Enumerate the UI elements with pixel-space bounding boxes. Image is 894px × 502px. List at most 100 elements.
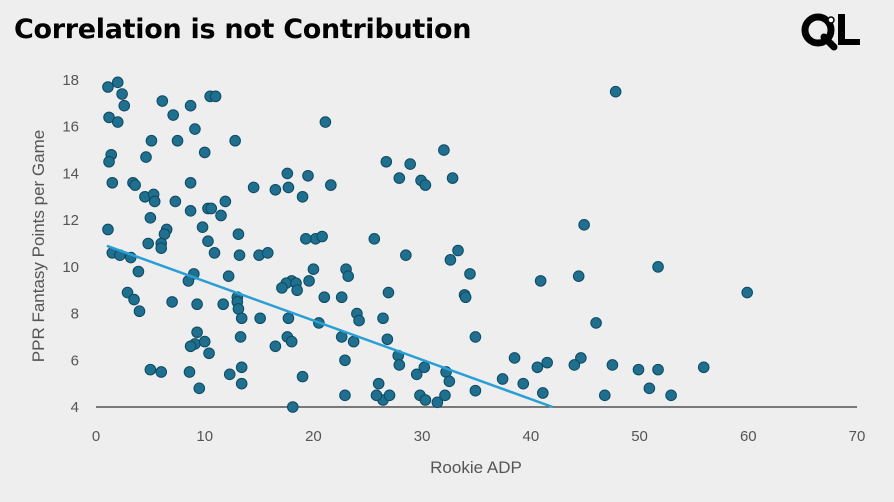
data-point [198, 146, 211, 159]
data-point [568, 359, 581, 371]
data-point [296, 370, 309, 383]
data-point [410, 368, 423, 381]
x-tick-label: 40 [523, 428, 540, 445]
trendline [106, 244, 554, 409]
data-point [575, 352, 587, 364]
data-point [469, 384, 482, 397]
data-point [296, 190, 309, 203]
data-point [741, 286, 753, 299]
data-point [133, 305, 146, 318]
data-point [205, 202, 218, 215]
data-point [302, 169, 314, 182]
data-point [116, 88, 128, 100]
data-point [189, 123, 201, 135]
data-point [235, 361, 248, 374]
data-point [372, 377, 385, 390]
data-point [144, 212, 157, 224]
data-point [303, 275, 315, 287]
data-point [537, 387, 549, 399]
data-point [269, 340, 282, 353]
data-point [155, 242, 168, 254]
data-point [261, 247, 274, 259]
data-point [665, 389, 677, 402]
data-point [103, 155, 115, 168]
data-point [222, 270, 235, 283]
data-point [191, 326, 203, 339]
y-tick-label: 18 [62, 72, 79, 89]
data-point [325, 179, 337, 191]
data-point [393, 172, 406, 184]
data-point [142, 237, 154, 250]
data-point [318, 291, 331, 304]
data-point [132, 265, 145, 278]
data-point [184, 176, 197, 189]
data-point [184, 99, 197, 112]
data-point [370, 389, 383, 402]
data-point [419, 394, 432, 406]
data-point [339, 354, 351, 367]
data-point [452, 244, 464, 257]
data-point [606, 359, 619, 371]
data-point [140, 151, 152, 163]
y-tick-label: 8 [71, 306, 79, 323]
data-point [169, 195, 182, 208]
data-point [459, 291, 472, 304]
x-axis-ticks: 0 10 20 30 40 50 60 70 [92, 428, 866, 445]
x-tick-label: 30 [414, 428, 431, 445]
data-point [652, 363, 664, 376]
data-point [129, 179, 141, 191]
data-point [578, 219, 590, 231]
data-point [191, 298, 203, 311]
chart-title: Correlation is not Contribution [14, 14, 472, 45]
data-point [598, 389, 611, 402]
data-point [393, 359, 406, 371]
data-point [148, 195, 161, 208]
data-point [269, 183, 282, 196]
data-point [235, 312, 248, 325]
data-point [102, 223, 114, 236]
data-point [286, 401, 299, 413]
data-point [232, 228, 245, 240]
data-point [496, 373, 509, 385]
data-point [300, 233, 312, 245]
data-point [590, 317, 602, 329]
data-point [229, 134, 241, 147]
x-tick-label: 20 [305, 428, 322, 445]
data-point [444, 254, 457, 266]
data-point [508, 352, 521, 364]
data-point [223, 368, 236, 381]
data-point [156, 95, 169, 107]
data-point [419, 179, 432, 191]
data-point [171, 134, 184, 147]
data-point [418, 361, 431, 374]
data-point [235, 377, 248, 390]
data-point [202, 235, 214, 247]
data-point [285, 335, 298, 348]
data-point [464, 268, 476, 280]
y-tick-label: 4 [71, 399, 79, 416]
data-point [254, 312, 266, 325]
data-point [652, 261, 664, 273]
data-point [431, 396, 444, 409]
data-point [234, 331, 247, 343]
data-point [632, 363, 645, 376]
data-point [534, 275, 547, 287]
data-point [469, 331, 482, 343]
data-point [111, 76, 124, 89]
x-tick-label: 0 [92, 428, 100, 445]
data-point [443, 375, 456, 388]
y-tick-label: 6 [71, 352, 79, 369]
data-point [541, 356, 553, 369]
data-point [382, 286, 395, 299]
data-point [111, 116, 124, 128]
data-point [145, 134, 158, 147]
data-point [353, 314, 365, 327]
data-point [281, 167, 294, 180]
data-point [276, 282, 288, 294]
data-point [381, 333, 394, 346]
data-point [291, 284, 303, 297]
data-point [102, 81, 114, 93]
data-point [203, 347, 215, 360]
x-axis-title: Rookie ADP [430, 458, 522, 477]
